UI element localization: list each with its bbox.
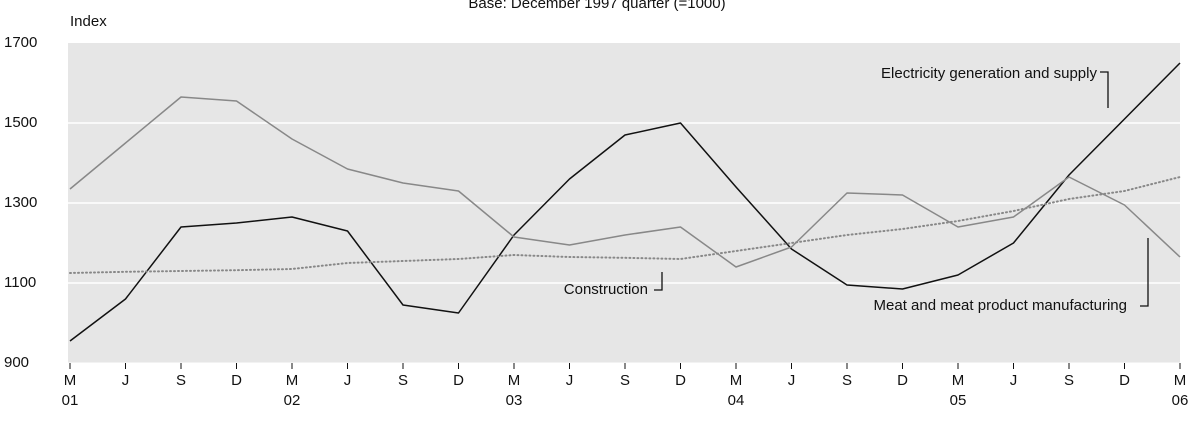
y-tick-label: 1700 bbox=[4, 34, 37, 51]
x-tick-label: J bbox=[566, 372, 574, 389]
x-year-label: 05 bbox=[950, 392, 967, 409]
y-axis-label: Index bbox=[70, 13, 107, 30]
y-tick-label: 900 bbox=[4, 354, 29, 371]
x-year-label: 01 bbox=[62, 392, 79, 409]
x-tick-label: D bbox=[897, 372, 908, 389]
x-tick-label: J bbox=[788, 372, 796, 389]
x-tick-label: J bbox=[344, 372, 352, 389]
x-year-label: 02 bbox=[284, 392, 301, 409]
x-tick-label: S bbox=[1064, 372, 1074, 389]
x-tick-label: M bbox=[508, 372, 521, 389]
x-tick-label: M bbox=[952, 372, 965, 389]
x-tick-label: J bbox=[1010, 372, 1018, 389]
x-tick-label: D bbox=[453, 372, 464, 389]
label-hook bbox=[1100, 71, 1109, 108]
chart-subtitle: Base: December 1997 quarter (=1000) bbox=[468, 0, 725, 12]
x-tick-label: M bbox=[1174, 372, 1187, 389]
line-series bbox=[69, 96, 1181, 268]
line-series bbox=[69, 176, 1181, 274]
label-hook bbox=[1140, 238, 1149, 307]
x-tick-label: M bbox=[64, 372, 77, 389]
x-tick-label: D bbox=[675, 372, 686, 389]
x-tick-label: D bbox=[1119, 372, 1130, 389]
y-tick-label: 1100 bbox=[4, 274, 36, 291]
x-tick-label: S bbox=[176, 372, 186, 389]
y-tick-label: 1500 bbox=[4, 114, 37, 131]
label-hook bbox=[654, 272, 663, 291]
y-tick-label: 1300 bbox=[4, 194, 37, 211]
x-tick-label: J bbox=[122, 372, 130, 389]
x-year-label: 04 bbox=[728, 392, 745, 409]
x-year-label: 06 bbox=[1172, 392, 1189, 409]
x-tick-label: S bbox=[620, 372, 630, 389]
series-label: Electricity generation and supply bbox=[881, 65, 1097, 82]
series-label: Meat and meat product manufacturing bbox=[874, 297, 1127, 314]
x-tick-label: M bbox=[730, 372, 743, 389]
x-tick-label: S bbox=[842, 372, 852, 389]
x-tick-label: M bbox=[286, 372, 299, 389]
line-series bbox=[69, 62, 1181, 342]
x-tick-label: D bbox=[231, 372, 242, 389]
series-label: Construction bbox=[564, 281, 648, 298]
x-year-label: 03 bbox=[506, 392, 523, 409]
x-tick-label: S bbox=[398, 372, 408, 389]
